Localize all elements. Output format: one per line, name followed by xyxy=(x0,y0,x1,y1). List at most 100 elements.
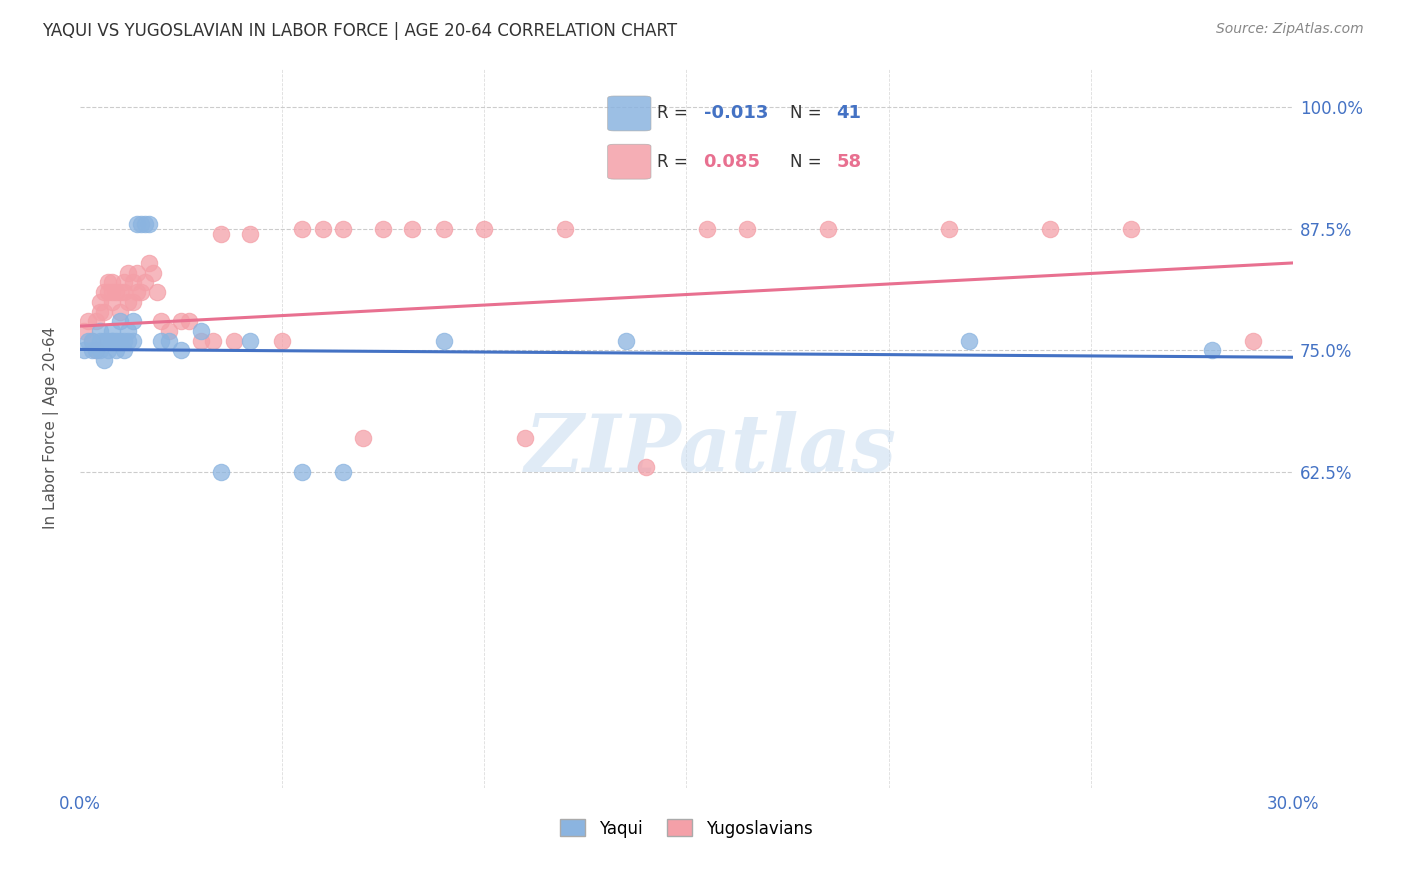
Point xyxy=(97,285,120,299)
Point xyxy=(149,334,172,348)
FancyBboxPatch shape xyxy=(607,145,651,179)
Point xyxy=(373,222,395,236)
Point xyxy=(97,334,120,348)
Point xyxy=(129,285,152,299)
Text: 41: 41 xyxy=(837,104,862,122)
Point xyxy=(134,217,156,231)
Point xyxy=(77,314,100,328)
Text: N =: N = xyxy=(790,153,827,170)
Point xyxy=(117,294,139,309)
Point xyxy=(271,334,294,348)
Text: N =: N = xyxy=(790,104,827,122)
Point xyxy=(239,334,262,348)
Point xyxy=(77,334,100,348)
Point xyxy=(125,266,148,280)
Point xyxy=(291,465,314,479)
Point xyxy=(614,334,637,348)
Point xyxy=(89,324,111,338)
Point xyxy=(129,217,152,231)
Point xyxy=(84,343,107,358)
Point xyxy=(513,431,536,445)
Point xyxy=(84,314,107,328)
Point xyxy=(554,222,576,236)
Point xyxy=(291,222,314,236)
Point xyxy=(89,343,111,358)
Point xyxy=(101,334,124,348)
Point xyxy=(117,266,139,280)
Point xyxy=(105,334,128,348)
Point xyxy=(80,334,103,348)
Point xyxy=(311,222,333,236)
Point xyxy=(121,294,143,309)
Point xyxy=(1121,222,1143,236)
Point xyxy=(101,285,124,299)
Text: 0.085: 0.085 xyxy=(703,153,761,170)
FancyBboxPatch shape xyxy=(607,96,651,131)
Point xyxy=(105,285,128,299)
Point xyxy=(938,222,960,236)
Point xyxy=(352,431,374,445)
Text: R =: R = xyxy=(657,104,693,122)
Point xyxy=(170,343,193,358)
Point xyxy=(117,324,139,338)
Point xyxy=(401,222,423,236)
Point xyxy=(93,304,115,318)
Point xyxy=(1039,222,1062,236)
Point xyxy=(110,285,132,299)
Point xyxy=(101,276,124,290)
Point xyxy=(149,314,172,328)
Point xyxy=(112,343,135,358)
Point xyxy=(157,334,180,348)
Point xyxy=(112,334,135,348)
Point xyxy=(959,334,981,348)
Point xyxy=(121,334,143,348)
Point xyxy=(112,285,135,299)
Point xyxy=(93,285,115,299)
Point xyxy=(332,222,354,236)
Point xyxy=(170,314,193,328)
Point xyxy=(332,465,354,479)
Point xyxy=(735,222,758,236)
Point xyxy=(101,324,124,338)
Point xyxy=(146,285,169,299)
Text: ZIPatlas: ZIPatlas xyxy=(524,411,897,489)
Point xyxy=(138,217,160,231)
Point xyxy=(97,343,120,358)
Point xyxy=(211,465,233,479)
Text: 58: 58 xyxy=(837,153,862,170)
Point xyxy=(138,256,160,270)
Point xyxy=(101,334,124,348)
Point xyxy=(110,334,132,348)
Point xyxy=(121,276,143,290)
Point xyxy=(190,324,212,338)
Text: YAQUI VS YUGOSLAVIAN IN LABOR FORCE | AGE 20-64 CORRELATION CHART: YAQUI VS YUGOSLAVIAN IN LABOR FORCE | AG… xyxy=(42,22,678,40)
Point xyxy=(222,334,245,348)
Point xyxy=(239,227,262,241)
Y-axis label: In Labor Force | Age 20-64: In Labor Force | Age 20-64 xyxy=(44,327,59,529)
Point xyxy=(89,334,111,348)
Point xyxy=(93,353,115,368)
Point xyxy=(73,343,96,358)
Point xyxy=(121,314,143,328)
Point xyxy=(97,276,120,290)
Point xyxy=(84,343,107,358)
Point xyxy=(125,217,148,231)
Point xyxy=(89,304,111,318)
Point xyxy=(80,334,103,348)
Point xyxy=(202,334,225,348)
Point xyxy=(179,314,201,328)
Point xyxy=(89,294,111,309)
Point xyxy=(80,343,103,358)
Point xyxy=(190,334,212,348)
Point xyxy=(157,324,180,338)
Point xyxy=(472,222,495,236)
Point xyxy=(211,227,233,241)
Point xyxy=(110,314,132,328)
Point xyxy=(1201,343,1223,358)
Point xyxy=(117,334,139,348)
Point xyxy=(73,324,96,338)
Legend: Yaqui, Yugoslavians: Yaqui, Yugoslavians xyxy=(554,813,820,844)
Point xyxy=(93,334,115,348)
Point xyxy=(817,222,839,236)
Point xyxy=(112,276,135,290)
